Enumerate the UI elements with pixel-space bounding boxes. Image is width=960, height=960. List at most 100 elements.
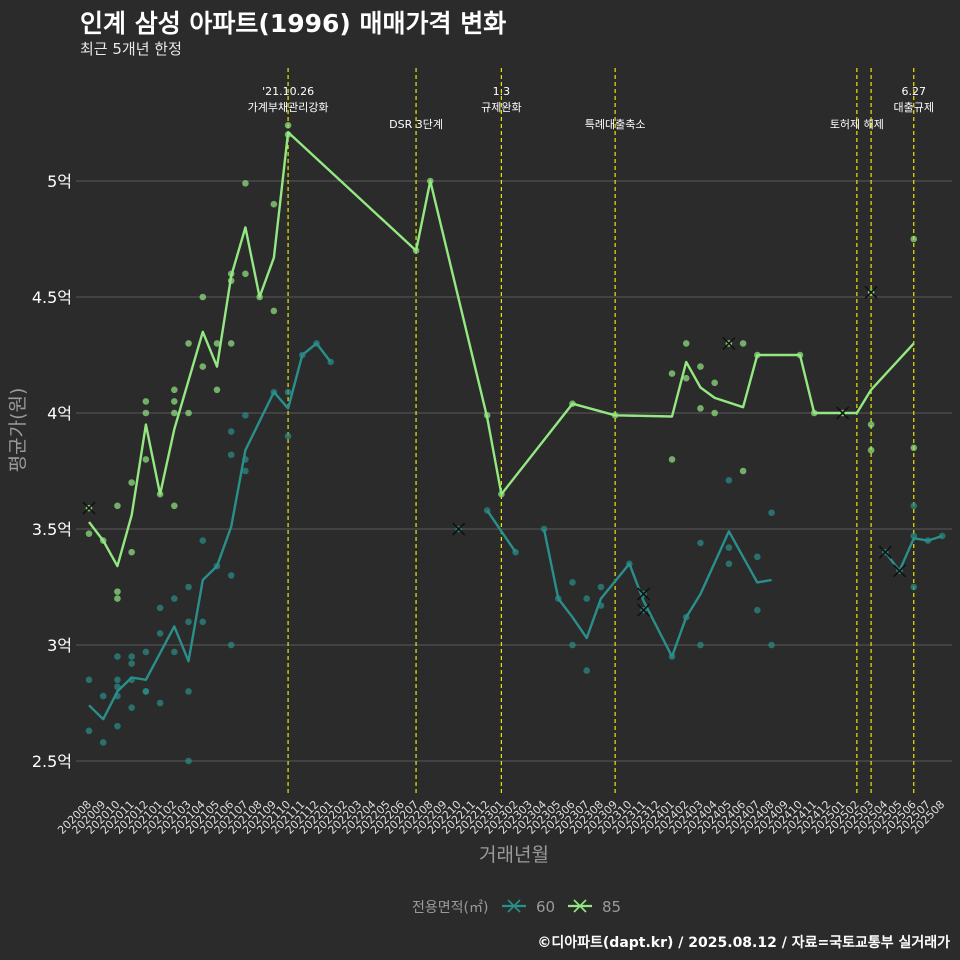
series-line-60: [88, 342, 332, 721]
data-point-60: [910, 502, 918, 510]
single-trade-mark-85: [722, 336, 736, 350]
series-line-60: [884, 534, 943, 572]
data-point-60: [754, 553, 761, 561]
legend-key-mark-85: [573, 899, 587, 913]
data-point-60: [725, 476, 733, 484]
y-tick-label: 2.5억: [32, 752, 72, 771]
source-caption: ©디아파트(dapt.kr) / 2025.08.12 / 자료=국토교통부 실…: [537, 935, 950, 951]
data-point-85: [114, 588, 121, 595]
data-point-85: [171, 398, 178, 405]
data-point-60: [185, 688, 192, 695]
data-point-85: [682, 374, 690, 382]
data-point-85: [128, 548, 135, 556]
single-trade-mark-60: [878, 545, 892, 559]
y-tick-label: 5억: [47, 172, 72, 191]
series-line-60: [486, 509, 517, 553]
data-point-85: [711, 379, 718, 387]
data-point-85: [284, 122, 292, 129]
series: [82, 122, 946, 765]
data-point-85: [867, 421, 875, 428]
data-point-85: [85, 530, 93, 537]
event-label: 대출규제: [894, 101, 934, 114]
data-point-85: [739, 467, 747, 475]
event-label: 1.3: [493, 85, 511, 98]
data-point-60: [156, 604, 164, 612]
event-label: DSR 3단계: [389, 118, 443, 131]
single-trade-mark-85: [864, 285, 878, 299]
data-point-60: [242, 412, 249, 419]
data-point-85: [697, 363, 704, 370]
event-label: 토허제 해제: [830, 117, 884, 131]
data-point-85: [114, 502, 121, 510]
y-tick-label: 3.5억: [32, 520, 72, 539]
data-point-85: [171, 409, 178, 417]
data-point-85: [213, 340, 221, 347]
data-point-85: [185, 340, 192, 347]
single-trade-mark-60: [892, 564, 907, 578]
data-point-85: [142, 456, 150, 463]
data-point-85: [199, 293, 207, 301]
data-point-60: [185, 583, 192, 591]
data-point-85: [910, 235, 918, 243]
data-point-85: [227, 340, 235, 347]
legend-title: 전용면적(㎡): [412, 900, 488, 916]
data-point-60: [284, 388, 292, 396]
legend: 전용면적(㎡) 60 85: [412, 898, 621, 916]
y-tick-label: 4억: [47, 404, 72, 423]
data-point-85: [682, 340, 690, 347]
series-line-85: [88, 131, 915, 568]
chart-title: 인계 삼성 아파트(1996) 매매가격 변화: [80, 9, 507, 38]
data-point-60: [99, 692, 107, 700]
data-point-85: [114, 595, 121, 602]
data-point-85: [171, 502, 178, 510]
data-point-85: [242, 270, 249, 278]
legend-label-60: 60: [536, 898, 555, 916]
data-point-60: [242, 467, 249, 475]
data-point-85: [739, 340, 747, 347]
single-trade-mark-85: [82, 501, 96, 515]
legend-key-mark-60: [507, 899, 521, 913]
data-point-60: [128, 653, 135, 660]
data-point-60: [99, 739, 107, 746]
data-point-85: [910, 444, 918, 452]
data-point-85: [242, 180, 249, 187]
y-axis-title: 평균가(원): [7, 388, 29, 473]
legend-label-85: 85: [602, 898, 621, 916]
data-point-60: [171, 648, 178, 656]
data-point-60: [85, 676, 93, 684]
data-point-60: [569, 641, 576, 649]
data-point-60: [156, 630, 164, 637]
data-point-60: [85, 727, 93, 735]
series-60: [85, 340, 946, 765]
data-point-60: [227, 428, 235, 435]
single-trade-mark-60: [637, 587, 651, 601]
data-point-85: [711, 409, 718, 417]
data-point-85: [142, 398, 150, 405]
data-point-60: [583, 595, 590, 602]
series-line-60: [542, 528, 772, 658]
x-axis-title: 거래년월: [479, 844, 549, 866]
event-label: 가계부채관리강화: [248, 101, 329, 114]
data-point-85: [270, 200, 278, 208]
data-point-60: [142, 648, 150, 656]
data-point-85: [270, 307, 278, 315]
chart-subtitle: 최근 5개년 한정: [80, 40, 182, 58]
data-point-60: [185, 618, 192, 626]
data-point-85: [867, 446, 875, 454]
event-label: '21.10.26: [262, 85, 314, 98]
data-point-60: [142, 688, 150, 695]
data-point-60: [768, 509, 775, 517]
data-point-60: [227, 451, 235, 459]
data-point-85: [142, 409, 150, 417]
data-point-85: [171, 386, 178, 394]
data-point-60: [156, 699, 164, 707]
data-point-85: [668, 456, 676, 463]
single-trade-mark-60: [637, 603, 651, 617]
data-point-60: [199, 537, 207, 544]
grid-lines: [76, 180, 952, 762]
data-point-60: [114, 653, 121, 660]
data-point-60: [697, 539, 704, 547]
data-point-85: [199, 363, 207, 370]
axes: 2.5억3억3.5억4억4.5억5억2020082020092020102020…: [7, 172, 947, 866]
